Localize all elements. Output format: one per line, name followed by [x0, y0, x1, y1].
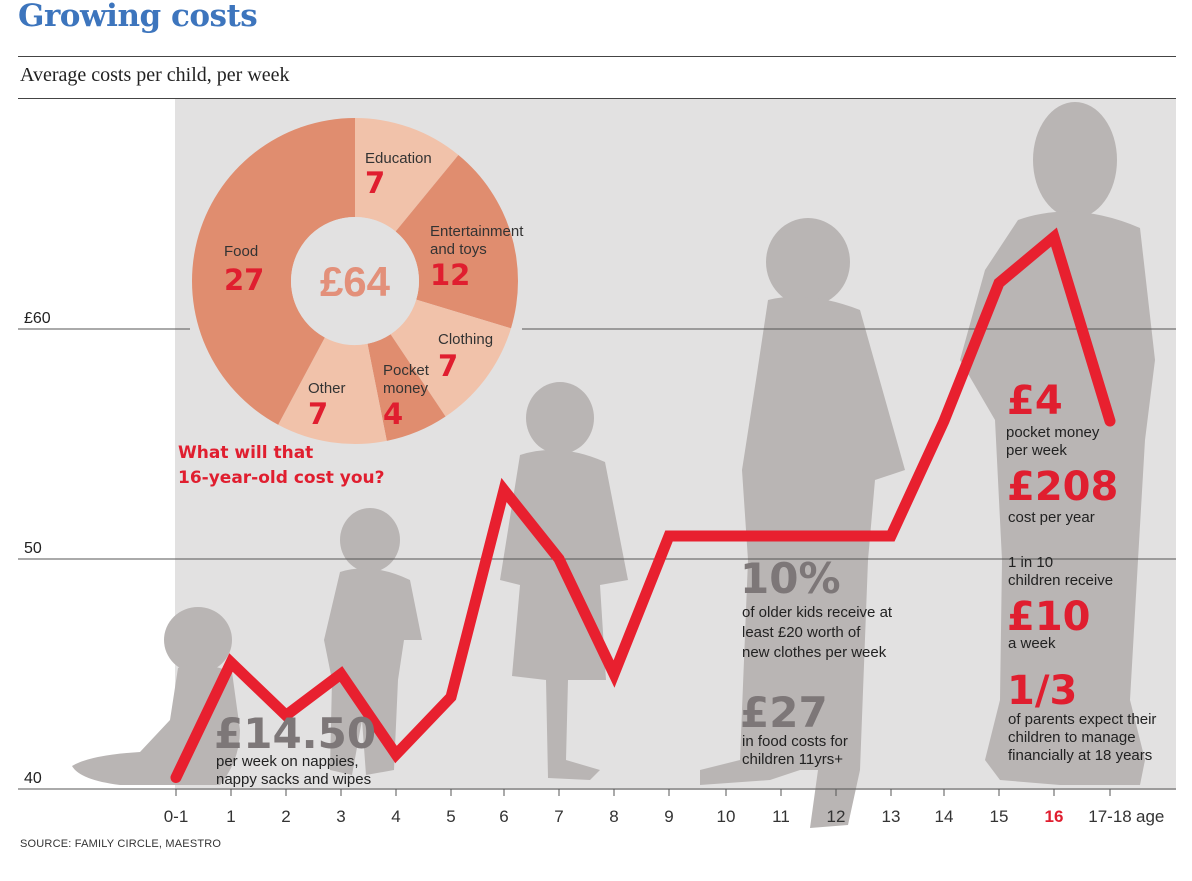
pie-slice-label-line: money: [383, 380, 429, 397]
pie-slice-label: Education: [365, 150, 432, 167]
subtitle-rule: [18, 98, 1176, 99]
pie-slice: [367, 334, 446, 441]
pie-slice-label: Other: [308, 380, 346, 397]
food-line: in food costs for: [742, 733, 848, 750]
pocket-text: pocket money per week: [1006, 424, 1104, 459]
third-line: financially at 18 years: [1008, 747, 1152, 764]
pie-slice-label-line: and toys: [430, 241, 487, 258]
y-tick-label: £60: [24, 310, 51, 327]
chart-subtitle: Average costs per child, per week: [20, 64, 290, 86]
preteen-silhouette: [700, 218, 905, 829]
y-tick-label: 40: [24, 770, 42, 787]
pocket-value: £4: [1007, 378, 1063, 424]
x-axis-suffix: age: [1136, 807, 1164, 826]
x-tick-label: 14: [935, 807, 954, 826]
x-tick-label: 1: [226, 807, 235, 826]
pie-slice-value: 12: [430, 258, 470, 292]
clothes-line: new clothes per week: [742, 644, 887, 661]
pie-slice: [355, 118, 459, 232]
source-note: SOURCE: FAMILY CIRCLE, MAESTRO: [20, 838, 222, 850]
pie-total: £64: [320, 258, 391, 305]
pie-slice-label-line: Pocket: [383, 362, 430, 379]
receive-text: 1 in 10 children receive: [1008, 554, 1113, 589]
receive-line: children receive: [1008, 572, 1113, 589]
pie-slice-label-line: Clothing: [438, 331, 493, 348]
x-tick-label: 8: [609, 807, 618, 826]
third-text: of parents expect their children to mana…: [1008, 711, 1161, 764]
pocket-line: per week: [1006, 442, 1067, 459]
pocket-line: pocket money: [1006, 424, 1100, 441]
year-text: cost per year: [1008, 509, 1095, 526]
page-title: Growing costs: [18, 0, 258, 34]
x-tick-label: 16: [1045, 807, 1064, 826]
pie-slice: [390, 299, 511, 417]
x-tick-label: 3: [336, 807, 345, 826]
pie-slice-value: 7: [365, 166, 385, 200]
nappies-line: per week on nappies,: [216, 753, 359, 770]
x-tick-label: 15: [990, 807, 1009, 826]
pie-question-line: What will that: [178, 443, 313, 463]
y-tick-labels: 40 50 £60: [24, 310, 51, 787]
x-tick-label: 7: [554, 807, 563, 826]
receive-line: 1 in 10: [1008, 554, 1053, 571]
pie-slice-value: 4: [383, 397, 403, 431]
pie-slice-label: Pocket money: [383, 362, 430, 397]
pie-slice-label: Clothing: [438, 331, 493, 348]
pie-slice-label-line: Other: [308, 380, 346, 397]
pie-slice-value: 7: [308, 397, 328, 431]
clothes-line: of older kids receive at: [742, 604, 893, 621]
pie-slice-value: 7: [438, 349, 458, 383]
clothes-value: 10%: [740, 554, 841, 603]
nappies-text: per week on nappies, nappy sacks and wip…: [216, 753, 371, 788]
x-tick-label: 6: [499, 807, 508, 826]
year-value: £208: [1007, 464, 1118, 510]
pie-slice-label-line: Food: [224, 243, 258, 260]
x-tick-label: 13: [882, 807, 901, 826]
y-gridlines: [18, 328, 1176, 790]
x-tick-labels: 0-1 1 2 3 4 5 6 7 8 9 10 11 12 13 14 15 16 17-18 age: [164, 789, 1164, 826]
ten-text: a week: [1008, 635, 1056, 652]
teen-silhouette: [960, 102, 1155, 785]
pie-slice-label-line: Entertainment: [430, 223, 524, 240]
nappies-value: £14.50: [214, 709, 376, 758]
x-tick-label: 0-1: [164, 807, 189, 826]
food-line: children 11yrs+: [742, 751, 843, 768]
food-value: £27: [740, 688, 828, 737]
pie-slice-label: Entertainment and toys: [430, 223, 524, 258]
pie-slice: [395, 155, 519, 329]
pie-slice-label-line: Education: [365, 150, 432, 167]
x-tick-label: 11: [772, 807, 790, 826]
pie-slice-label: Food: [224, 243, 258, 260]
pie-slice: [192, 118, 355, 425]
ten-value: £10: [1007, 594, 1091, 640]
third-value: 1/3: [1007, 668, 1077, 714]
toddler-silhouette: [324, 508, 422, 775]
third-line: children to manage: [1008, 729, 1136, 746]
x-tick-label: 9: [664, 807, 673, 826]
silhouettes: [72, 102, 1155, 829]
pie-question-line: 16-year-old cost you?: [178, 468, 384, 488]
third-line: of parents expect their: [1008, 711, 1156, 728]
clothes-line: least £20 worth of: [742, 624, 861, 641]
spending-donut: [192, 118, 519, 445]
donut-hole: [291, 217, 419, 345]
title-rule: [18, 56, 1176, 57]
x-tick-label: 12: [827, 807, 846, 826]
nappies-line: nappy sacks and wipes: [216, 771, 371, 788]
pie-slice-value: 27: [224, 263, 264, 297]
pie-slice: [278, 337, 387, 445]
x-tick-label: 10: [717, 807, 736, 826]
y-tick-label: 50: [24, 540, 42, 557]
x-tick-label: 5: [446, 807, 455, 826]
clothes-text: of older kids receive at least £20 worth…: [742, 604, 896, 661]
x-tick-label: 4: [391, 807, 400, 826]
food-text: in food costs for children 11yrs+: [742, 733, 852, 768]
baby-silhouette: [72, 607, 240, 785]
pie-question: What will that 16-year-old cost you?: [178, 443, 384, 488]
x-tick-label: 17-18: [1088, 807, 1131, 826]
x-tick-label: 2: [281, 807, 290, 826]
cost-line: [170, 227, 1116, 783]
